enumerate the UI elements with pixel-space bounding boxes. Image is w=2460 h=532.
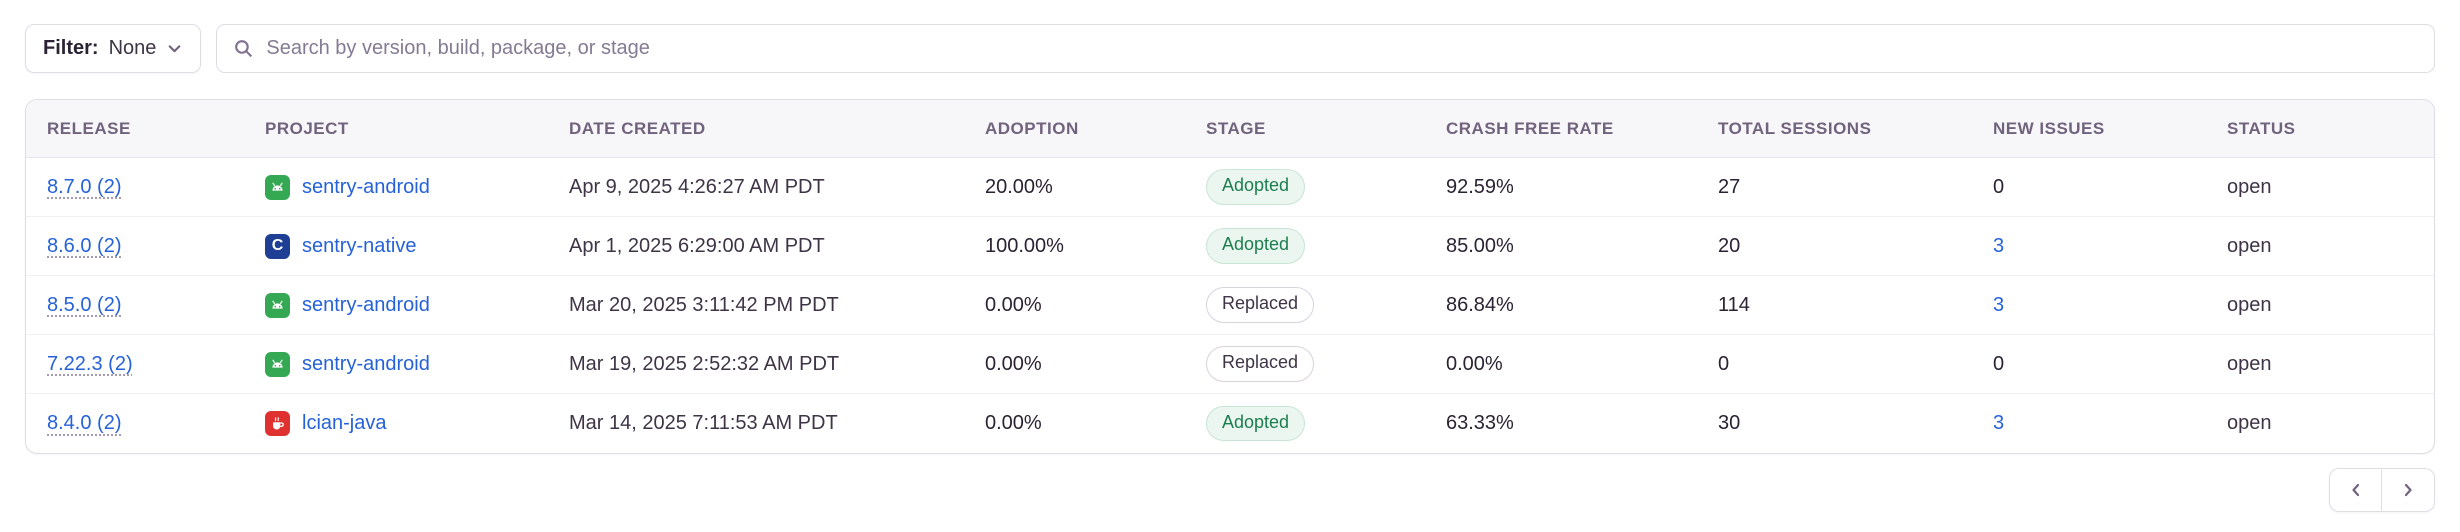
adoption-cell: 0.00% — [985, 412, 1042, 434]
column-header-new-issues: NEW ISSUES — [1993, 118, 2105, 138]
crash-free-rate-cell: 86.84% — [1446, 293, 1514, 316]
adoption-cell: 20.00% — [985, 175, 1053, 198]
android-icon — [265, 292, 290, 318]
filter-value: None — [108, 37, 157, 59]
column-header-stage: STAGE — [1206, 118, 1266, 138]
adoption-cell: 0.00% — [985, 352, 1042, 375]
table-row: 8.7.0 (2) sentry-android Apr 9, 2025 4:2… — [26, 158, 2434, 217]
date-created-cell: Mar 14, 2025 7:11:53 AM PDT — [569, 412, 838, 434]
filter-dropdown-button[interactable]: Filter: None — [25, 24, 202, 73]
stage-badge: Replaced — [1206, 287, 1315, 323]
search-icon — [235, 40, 253, 58]
android-icon — [265, 174, 290, 200]
project-link[interactable]: lcian-java — [302, 412, 387, 434]
stage-badge: Replaced — [1206, 346, 1315, 382]
new-issues-link[interactable]: 3 — [1993, 412, 2005, 434]
status-cell: open — [2227, 293, 2272, 316]
adoption-cell: 0.00% — [985, 293, 1042, 316]
crash-free-rate-cell: 63.33% — [1446, 412, 1514, 434]
releases-table: RELEASE PROJECT DATE CREATED ADOPTION ST… — [25, 99, 2435, 454]
column-header-adoption: ADOPTION — [985, 118, 1079, 138]
table-row: 8.5.0 (2) sentry-android Mar 20, 2025 3:… — [26, 276, 2434, 335]
release-link[interactable]: 8.7.0 (2) — [47, 175, 122, 198]
release-link[interactable]: 8.4.0 (2) — [47, 412, 122, 434]
date-created-cell: Apr 9, 2025 4:26:27 AM PDT — [569, 175, 825, 198]
project-link[interactable]: sentry-android — [302, 175, 430, 198]
column-header-total-sessions: TOTAL SESSIONS — [1718, 118, 1872, 138]
releases-page: Filter: None RELEASE PROJECT DATE CREATE… — [25, 24, 2435, 512]
next-page-button[interactable] — [2382, 468, 2435, 512]
release-link[interactable]: 8.6.0 (2) — [47, 234, 122, 257]
table-row: 7.22.3 (2) sentry-android Mar 19, 2025 2… — [26, 335, 2434, 394]
table-row: 8.6.0 (2) C sentry-native Apr 1, 2025 6:… — [26, 217, 2434, 276]
status-cell: open — [2227, 352, 2272, 375]
stage-badge: Adopted — [1206, 228, 1306, 264]
release-link[interactable]: 8.5.0 (2) — [47, 293, 122, 316]
new-issues-cell: 0 — [1993, 352, 2005, 375]
status-cell: open — [2227, 234, 2272, 257]
column-header-crash-free-rate: CRASH FREE RATE — [1446, 118, 1614, 138]
android-icon — [265, 351, 290, 377]
chevron-down-icon — [169, 45, 181, 53]
stage-badge: Adopted — [1206, 405, 1306, 442]
stage-badge: Adopted — [1206, 169, 1306, 205]
date-created-cell: Mar 19, 2025 2:52:32 AM PDT — [569, 352, 840, 375]
previous-page-button[interactable] — [2329, 468, 2382, 512]
chevron-left-icon — [2351, 483, 2359, 497]
new-issues-link[interactable]: 3 — [1993, 234, 2005, 257]
date-created-cell: Apr 1, 2025 6:29:00 AM PDT — [569, 234, 825, 257]
project-link[interactable]: sentry-android — [302, 293, 430, 316]
release-link[interactable]: 7.22.3 (2) — [47, 352, 133, 375]
project-link[interactable]: sentry-native — [302, 234, 417, 257]
table-row: 8.4.0 (2) lcian-java Mar 14, 2025 7:11:5… — [26, 394, 2434, 453]
new-issues-cell: 0 — [1993, 175, 2005, 198]
adoption-cell: 100.00% — [985, 234, 1064, 257]
project-link[interactable]: sentry-android — [302, 352, 430, 375]
crash-free-rate-cell: 85.00% — [1446, 234, 1514, 257]
status-cell: open — [2227, 412, 2272, 434]
column-header-status: STATUS — [2227, 118, 2296, 138]
java-icon — [265, 411, 290, 436]
pagination — [25, 468, 2435, 512]
total-sessions-cell: 20 — [1718, 234, 1741, 257]
search-input[interactable] — [266, 37, 2418, 60]
chevron-right-icon — [2404, 483, 2412, 497]
toolbar: Filter: None — [25, 24, 2435, 73]
date-created-cell: Mar 20, 2025 3:11:42 PM PDT — [569, 293, 839, 316]
total-sessions-cell: 114 — [1718, 293, 1750, 316]
c-icon: C — [265, 233, 290, 259]
total-sessions-cell: 0 — [1718, 352, 1730, 375]
column-header-date-created: DATE CREATED — [569, 118, 706, 138]
table-header-row: RELEASE PROJECT DATE CREATED ADOPTION ST… — [26, 100, 2434, 158]
status-cell: open — [2227, 175, 2272, 198]
new-issues-link[interactable]: 3 — [1993, 293, 2005, 316]
total-sessions-cell: 27 — [1718, 175, 1741, 198]
total-sessions-cell: 30 — [1718, 412, 1741, 434]
crash-free-rate-cell: 92.59% — [1446, 175, 1514, 198]
search-bar[interactable] — [216, 24, 2435, 73]
column-header-project: PROJECT — [265, 118, 349, 138]
filter-label: Filter: — [43, 37, 99, 59]
crash-free-rate-cell: 0.00% — [1446, 352, 1503, 375]
column-header-release: RELEASE — [47, 118, 131, 138]
